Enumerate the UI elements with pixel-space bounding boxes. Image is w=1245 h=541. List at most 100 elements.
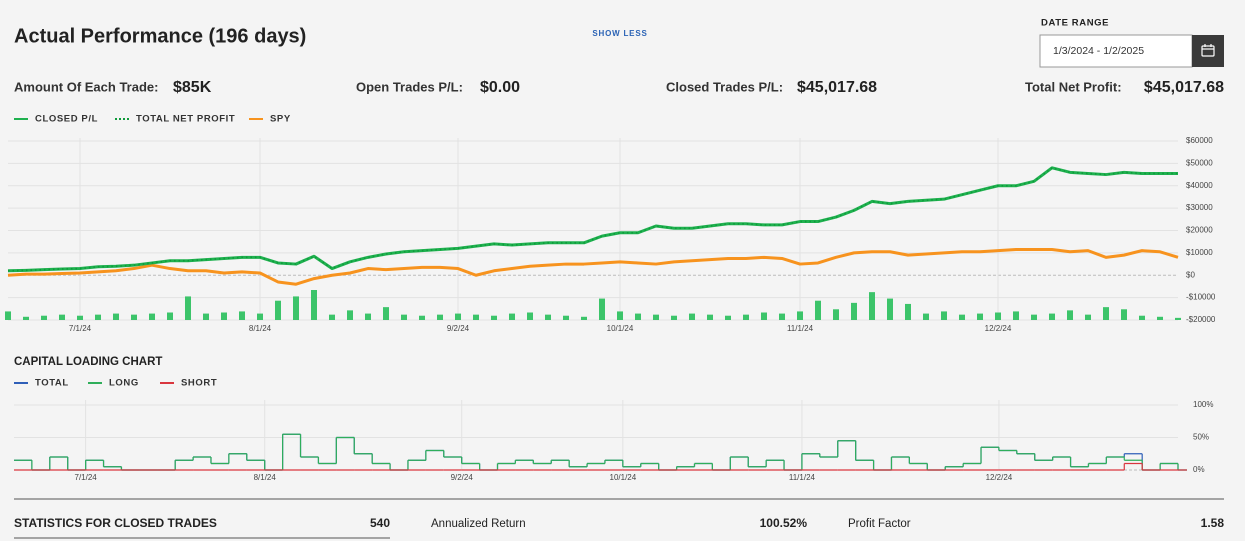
bar	[149, 313, 155, 320]
bar	[401, 314, 407, 320]
bar	[221, 312, 227, 320]
bar	[1175, 317, 1181, 320]
calendar-button[interactable]	[1192, 35, 1224, 67]
legend: CLOSED P/L TOTAL NET PROFIT SPY	[14, 114, 290, 125]
bar	[77, 315, 83, 320]
x-tick-label: 10/1/24	[607, 324, 634, 333]
legend: TOTAL LONG SHORT	[14, 378, 217, 389]
calendar-icon	[1201, 44, 1215, 57]
bar	[995, 312, 1001, 320]
bar	[239, 311, 245, 320]
bar	[113, 313, 119, 320]
bar	[797, 311, 803, 320]
legend-label: TOTAL NET PROFIT	[136, 114, 235, 125]
bar	[545, 314, 551, 320]
bar	[1031, 314, 1037, 320]
date-range-label: DATE RANGE	[1041, 18, 1109, 29]
stat-label: Profit Factor	[848, 518, 911, 530]
summary-row: Amount Of Each Trade: $85K Open Trades P/L…	[14, 79, 1224, 96]
legend-label: CLOSED P/L	[35, 114, 98, 125]
bar	[257, 313, 263, 320]
bar	[725, 315, 731, 320]
bar	[689, 313, 695, 320]
summary-value: $45,017.68	[1144, 79, 1224, 96]
bar	[185, 296, 191, 320]
bar	[905, 303, 911, 320]
y-tick-label: $20000	[1186, 226, 1213, 235]
bar	[1067, 310, 1073, 320]
bar	[1049, 313, 1055, 320]
bar	[581, 316, 587, 320]
x-tick-label: 8/1/24	[249, 324, 272, 333]
bar	[653, 314, 659, 320]
legend-label: LONG	[109, 378, 139, 389]
bar	[959, 314, 965, 320]
y-tick-label: $50000	[1186, 158, 1213, 167]
stats-count: 540	[370, 516, 390, 530]
x-tick-label: 10/1/24	[610, 473, 637, 482]
performance-chart: -$20000 -$10000 $0 $10000 $20000 $30000 $40000…	[5, 136, 1216, 333]
y-tick-label: 0%	[1193, 465, 1205, 474]
stats-title: STATISTICS FOR CLOSED TRADES	[14, 516, 217, 530]
series-line	[7, 166, 1178, 273]
bar	[833, 309, 839, 320]
bar	[941, 311, 947, 320]
bar	[779, 313, 785, 320]
bar	[617, 311, 623, 320]
y-tick-label: $0	[1186, 270, 1195, 279]
stat-value: 100.52%	[760, 516, 808, 530]
show-less-link[interactable]: SHOW LESS	[592, 29, 647, 38]
summary-label: Closed Trades P/L:	[666, 79, 783, 94]
bar	[5, 311, 11, 320]
x-tick-label: 11/1/24	[789, 473, 816, 482]
bar	[23, 316, 29, 320]
bar	[473, 314, 479, 320]
y-tick-label: $60000	[1186, 136, 1213, 145]
x-tick-label: 12/2/24	[985, 324, 1012, 333]
page-title: Actual Performance (196 days)	[14, 25, 306, 47]
bar	[887, 298, 893, 320]
x-tick-label: 7/1/24	[69, 324, 92, 333]
summary-label: Total Net Profit:	[1025, 79, 1122, 94]
stat-value: 1.58	[1201, 516, 1225, 530]
y-tick-label: $40000	[1186, 181, 1213, 190]
x-tick-label: 8/1/24	[254, 473, 277, 482]
bar	[419, 315, 425, 320]
bar	[131, 314, 137, 320]
bar	[563, 315, 569, 320]
x-tick-label: 11/1/24	[787, 324, 814, 333]
bar	[869, 292, 875, 320]
chart-title: CAPITAL LOADING CHART	[14, 356, 162, 368]
bar	[59, 314, 65, 320]
bar	[437, 314, 443, 320]
summary-value: $45,017.68	[797, 79, 877, 96]
bar	[383, 307, 389, 320]
bar	[1157, 316, 1163, 320]
x-tick-label: 9/2/24	[451, 473, 474, 482]
bar	[1121, 309, 1127, 320]
bar	[743, 314, 749, 320]
bar	[761, 312, 767, 320]
bar	[293, 296, 299, 320]
bar	[1085, 314, 1091, 320]
bar	[671, 315, 677, 320]
stat-label: Annualized Return	[431, 518, 526, 530]
bar	[275, 300, 281, 320]
bar	[1013, 311, 1019, 320]
summary-label: Open Trades P/L:	[356, 79, 463, 94]
bar	[977, 313, 983, 320]
y-tick-label: -$20000	[1186, 315, 1216, 324]
date-range-value: 1/3/2024 - 1/2/2025	[1053, 45, 1144, 57]
bar	[815, 300, 821, 320]
bar	[707, 314, 713, 320]
bar	[635, 313, 641, 320]
date-range-input[interactable]	[1039, 34, 1193, 68]
capital-chart: 0% 50% 100% 7/1/24 8/1/24 9/2/24 10/1/24 11/1/2…	[14, 400, 1213, 482]
bar	[1103, 307, 1109, 320]
y-tick-label: $30000	[1186, 203, 1213, 212]
bar	[203, 313, 209, 320]
bar	[527, 312, 533, 320]
bar	[365, 313, 371, 320]
bar	[329, 314, 335, 320]
